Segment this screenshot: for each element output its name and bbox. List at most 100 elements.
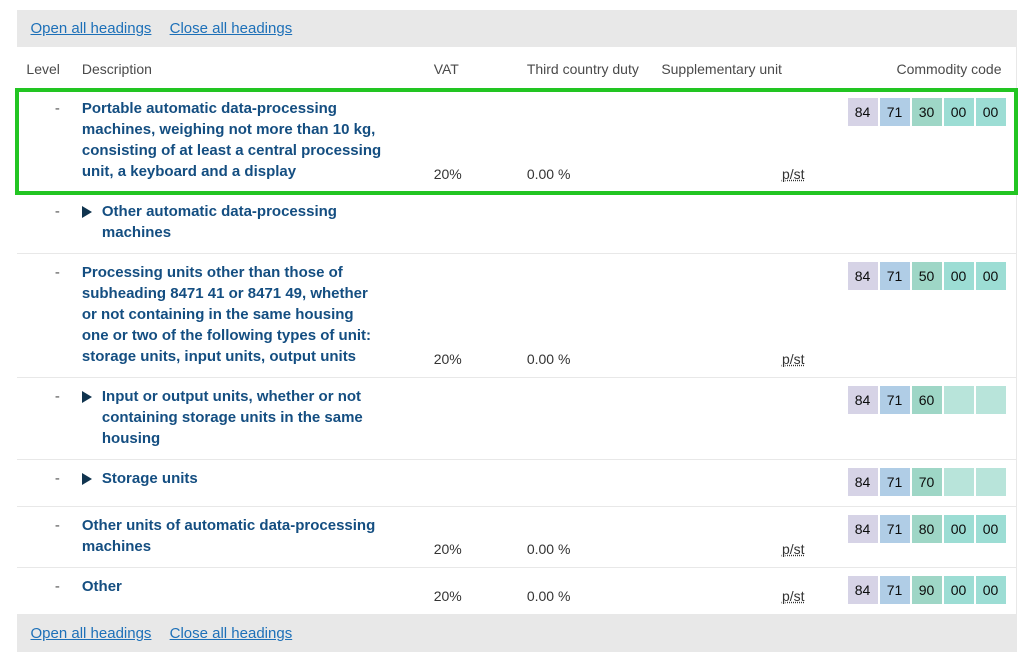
- code-segment: 00: [976, 98, 1006, 126]
- commodity-code-cell: 847170: [809, 460, 1016, 507]
- description-link[interactable]: Other units of automatic data-processing…: [82, 515, 382, 557]
- duty-cell: 0.00 %: [519, 254, 654, 378]
- supp-unit: p/st: [782, 166, 805, 182]
- description-link[interactable]: Other: [82, 576, 122, 597]
- level-cell: -: [17, 254, 74, 378]
- code-segment: 84: [848, 515, 878, 543]
- supp-unit: p/st: [782, 351, 805, 367]
- code-segment: 00: [976, 262, 1006, 290]
- code-segment: 00: [976, 576, 1006, 604]
- code-segment: 70: [912, 468, 942, 496]
- vat-cell: [426, 378, 519, 460]
- level-cell: -: [17, 507, 74, 568]
- level-cell: -: [17, 90, 74, 193]
- commodity-code-cell: 847160: [809, 378, 1016, 460]
- commodity-code-cell: 8471900000: [809, 568, 1016, 615]
- description-link[interactable]: Input or output units, whether or not co…: [102, 386, 402, 449]
- description-cell: Other units of automatic data-processing…: [74, 507, 426, 568]
- level-cell: -: [17, 193, 74, 254]
- code-segment: 71: [880, 262, 910, 290]
- description-cell: Storage units: [74, 460, 426, 507]
- vat-cell: 20%: [426, 507, 519, 568]
- open-all-link[interactable]: Open all headings: [31, 625, 152, 642]
- level-cell: -: [17, 378, 74, 460]
- code-segment: 00: [944, 515, 974, 543]
- table-row: -Other units of automatic data-processin…: [17, 507, 1016, 568]
- duty-cell: [519, 460, 654, 507]
- duty-cell: 0.00 %: [519, 507, 654, 568]
- level-cell: -: [17, 460, 74, 507]
- code-segment: 71: [880, 468, 910, 496]
- commodity-table: Level Description VAT Third country duty…: [17, 47, 1016, 615]
- header-code: Commodity code: [809, 47, 1016, 90]
- supp-unit: p/st: [782, 541, 805, 557]
- description-link[interactable]: Storage units: [102, 468, 198, 489]
- description-link[interactable]: Portable automatic data-processing machi…: [82, 98, 382, 182]
- code-segment: [944, 468, 974, 496]
- level-cell: -: [17, 568, 74, 615]
- duty-cell: 0.00 %: [519, 90, 654, 193]
- table-row: -Input or output units, whether or not c…: [17, 378, 1016, 460]
- commodity-code-cell: 8471800000: [809, 507, 1016, 568]
- code-segment: [976, 386, 1006, 414]
- code-segment: 50: [912, 262, 942, 290]
- code-segment: 00: [944, 576, 974, 604]
- supp-cell: [653, 193, 808, 254]
- header-duty: Third country duty: [519, 47, 654, 90]
- commodity-code-cell: [809, 193, 1016, 254]
- vat-cell: 20%: [426, 568, 519, 615]
- code-segment: [944, 386, 974, 414]
- code-segment: 71: [880, 576, 910, 604]
- supp-cell: p/st: [653, 254, 808, 378]
- description-cell: Portable automatic data-processing machi…: [74, 90, 426, 193]
- description-link[interactable]: Processing units other than those of sub…: [82, 262, 382, 367]
- table-row: -Processing units other than those of su…: [17, 254, 1016, 378]
- control-bar-bottom: Open all headings Close all headings: [17, 615, 1016, 652]
- description-link[interactable]: Other automatic data-processing machines: [102, 201, 402, 243]
- commodity-code-cell: 8471300000: [809, 90, 1016, 193]
- vat-cell: [426, 460, 519, 507]
- duty-cell: [519, 378, 654, 460]
- supp-cell: [653, 460, 808, 507]
- table-row: -Other 20%0.00 %p/st8471900000: [17, 568, 1016, 615]
- code-segment: 90: [912, 576, 942, 604]
- header-row: Level Description VAT Third country duty…: [17, 47, 1016, 90]
- description-cell: Other: [74, 568, 426, 615]
- code-segment: 30: [912, 98, 942, 126]
- code-segment: 71: [880, 515, 910, 543]
- commodity-code-cell: 8471500000: [809, 254, 1016, 378]
- expand-icon[interactable]: [82, 206, 92, 218]
- table-row: - Storage units 847170: [17, 460, 1016, 507]
- table-body: -Portable automatic data-processing mach…: [17, 90, 1016, 615]
- description-cell: Other automatic data-processing machines: [74, 193, 426, 254]
- close-all-link[interactable]: Close all headings: [170, 20, 293, 37]
- table-row: -Other automatic data-processing machine…: [17, 193, 1016, 254]
- header-level: Level: [17, 47, 74, 90]
- code-segment: 84: [848, 262, 878, 290]
- vat-cell: [426, 193, 519, 254]
- code-segment: 80: [912, 515, 942, 543]
- control-bar-top: Open all headings Close all headings: [17, 10, 1016, 47]
- code-segment: 00: [944, 262, 974, 290]
- description-cell: Processing units other than those of sub…: [74, 254, 426, 378]
- close-all-link[interactable]: Close all headings: [170, 625, 293, 642]
- description-cell: Input or output units, whether or not co…: [74, 378, 426, 460]
- open-all-link[interactable]: Open all headings: [31, 20, 152, 37]
- code-segment: 60: [912, 386, 942, 414]
- code-segment: 00: [944, 98, 974, 126]
- header-vat: VAT: [426, 47, 519, 90]
- header-supp: Supplementary unit: [653, 47, 808, 90]
- supp-cell: p/st: [653, 568, 808, 615]
- expand-icon[interactable]: [82, 473, 92, 485]
- code-segment: 00: [976, 515, 1006, 543]
- code-segment: 71: [880, 98, 910, 126]
- expand-icon[interactable]: [82, 391, 92, 403]
- table-row: -Portable automatic data-processing mach…: [17, 90, 1016, 193]
- supp-cell: p/st: [653, 90, 808, 193]
- tariff-table-container: Open all headings Close all headings Lev…: [17, 10, 1017, 652]
- duty-cell: [519, 193, 654, 254]
- supp-cell: p/st: [653, 507, 808, 568]
- duty-cell: 0.00 %: [519, 568, 654, 615]
- header-description: Description: [74, 47, 426, 90]
- supp-cell: [653, 378, 808, 460]
